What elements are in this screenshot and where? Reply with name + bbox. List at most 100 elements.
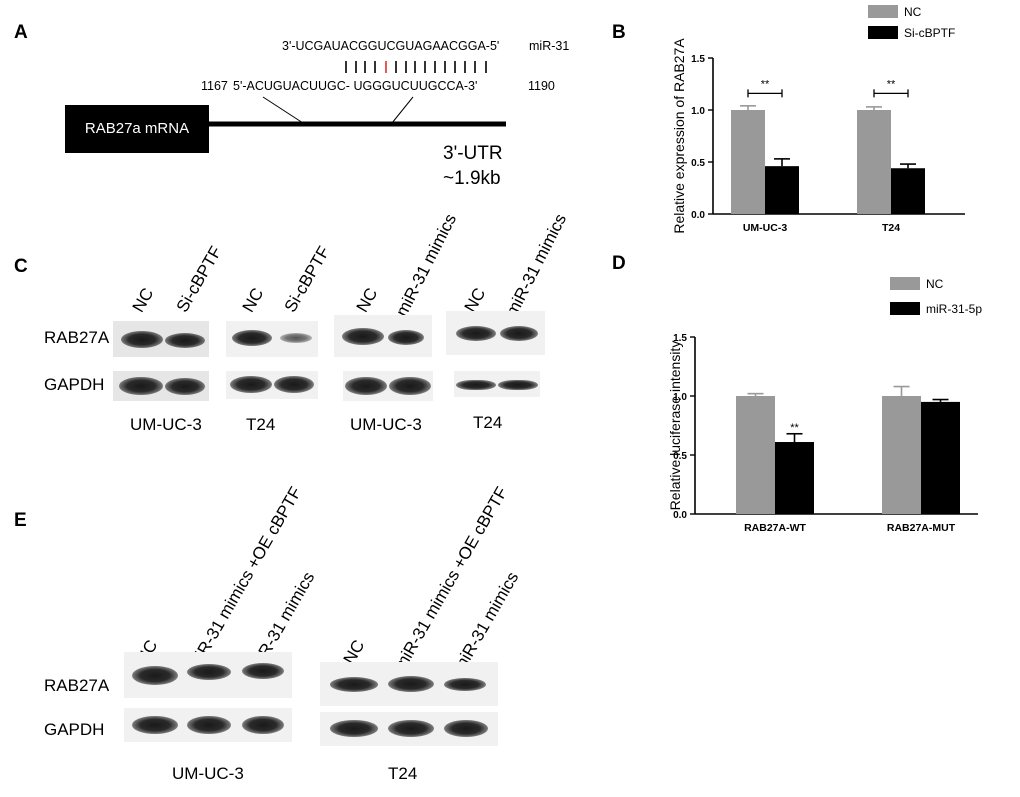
utr-size: ~1.9kb: [443, 168, 501, 189]
site-connector-right: [391, 96, 414, 124]
blot-gapdh: [343, 371, 433, 401]
panel-b-letter: B: [612, 22, 626, 43]
row-label-gapdh: GAPDH: [44, 720, 105, 739]
blot-rab27a: [226, 321, 318, 357]
blot-rab27a: [113, 321, 209, 357]
blot-rab27a: [446, 311, 545, 355]
legend-label: miR-31-5p: [926, 302, 982, 316]
lane-label: miR-31 mimics: [502, 210, 571, 320]
band: [242, 663, 284, 679]
y-tick-label: 0.0: [691, 210, 705, 221]
legend-swatch: [868, 26, 898, 39]
band: [330, 677, 378, 692]
cell-line-label: UM-UC-3: [172, 764, 244, 783]
chart-b: 0.0 0.5 1.0 1.5 Relative expression of RAB27…: [671, 5, 965, 234]
blot-rab27a: [124, 652, 292, 698]
cell-line-label: T24: [246, 415, 276, 434]
cell-line-label: UM-UC-3: [350, 415, 422, 434]
band: [330, 720, 378, 737]
mirna-sequence: 3'-UCGAUACGGUCGUAGAACGGA-5': [282, 39, 500, 53]
band: [132, 716, 178, 734]
y-axis-title: Relative expression of RAB27A: [671, 38, 687, 234]
lane-label: NC: [128, 284, 158, 316]
x-tick-label: UM-UC-3: [743, 222, 787, 234]
band: [500, 326, 538, 341]
y-tick-label: 1.0: [691, 106, 705, 117]
lane-label: NC: [238, 284, 268, 316]
y-tick-label: 0.5: [673, 451, 687, 462]
lane-label: miR-31 mimics: [392, 210, 461, 320]
bar: [775, 442, 814, 514]
band: [187, 664, 231, 680]
bar: [921, 401, 960, 514]
y-tick-label: 1.5: [691, 54, 705, 65]
bar: [765, 166, 799, 214]
significance-label: **: [887, 78, 896, 90]
band: [232, 330, 272, 346]
x-tick-label: RAB27A-MUT: [887, 522, 956, 534]
site-connector-left: [262, 96, 304, 124]
row-label-rab27a: RAB27A: [44, 676, 110, 695]
bar: [891, 168, 925, 214]
legend-label: NC: [904, 5, 922, 19]
bar: [882, 396, 921, 514]
y-tick-label: 0.0: [673, 510, 687, 521]
lane-label: miR-31 mimics: [449, 568, 523, 676]
band: [388, 676, 434, 692]
band: [388, 720, 434, 737]
y-tick-label: 1.0: [673, 392, 687, 403]
mrna-start-position: 1167: [201, 79, 228, 93]
mrna-sequence: 5'-ACUGUACUUGC- UGGGUCUUGCCA-3': [233, 79, 478, 93]
x-tick-label: T24: [882, 222, 900, 234]
band: [165, 378, 205, 395]
row-label-rab27a: RAB27A: [44, 328, 110, 347]
cell-line-label: T24: [388, 764, 418, 783]
panel-a-letter: A: [14, 22, 28, 43]
y-tick-label: 1.5: [673, 333, 687, 344]
band: [444, 678, 486, 691]
blot-gapdh: [124, 708, 292, 742]
rab27a-mrna-label: RAB27a mRNA: [84, 120, 190, 137]
rab27a-mrna-box: RAB27a mRNA: [65, 105, 209, 153]
y-tick-label: 0.5: [691, 158, 705, 169]
blot-gapdh: [454, 371, 540, 397]
band: [230, 376, 272, 393]
lane-label: miR-31 mimics +OE cBPTF: [184, 483, 306, 674]
band: [342, 328, 384, 345]
cell-line-label: UM-UC-3: [130, 415, 202, 434]
mrna-end-position: 1190: [528, 79, 555, 93]
panel-c-letter: C: [14, 256, 28, 277]
band: [119, 377, 163, 395]
band: [345, 377, 387, 395]
utr-label: 3'-UTR: [443, 143, 503, 164]
blot-gapdh: [320, 712, 498, 746]
band: [444, 720, 488, 737]
row-label-gapdh: GAPDH: [44, 375, 105, 394]
legend-swatch: [868, 5, 898, 18]
blot-gapdh: [113, 371, 209, 401]
blot-rab27a: [320, 662, 498, 706]
panel-e-letter: E: [14, 510, 27, 531]
lane-label: Si-cBPTF: [172, 243, 226, 316]
blot-rab27a: [334, 315, 432, 357]
bar: [731, 110, 765, 214]
band: [165, 333, 205, 348]
y-axis-title: Relative luciferase intensity: [667, 341, 683, 511]
band: [498, 380, 538, 390]
mirna-name: miR-31: [529, 39, 570, 53]
legend-label: Si-cBPTF: [904, 26, 955, 40]
panel-d-letter: D: [612, 253, 626, 274]
lane-label: miR-31 mimics +OE cBPTF: [390, 483, 512, 674]
band: [280, 333, 312, 343]
lane-label: NC: [352, 284, 382, 316]
band: [121, 331, 163, 348]
band: [389, 377, 431, 395]
band: [187, 716, 231, 734]
significance-label: **: [761, 78, 770, 90]
band: [456, 380, 496, 390]
x-tick-label: RAB27A-WT: [744, 522, 806, 534]
legend-label: NC: [926, 277, 944, 291]
blot-gapdh: [226, 371, 318, 399]
